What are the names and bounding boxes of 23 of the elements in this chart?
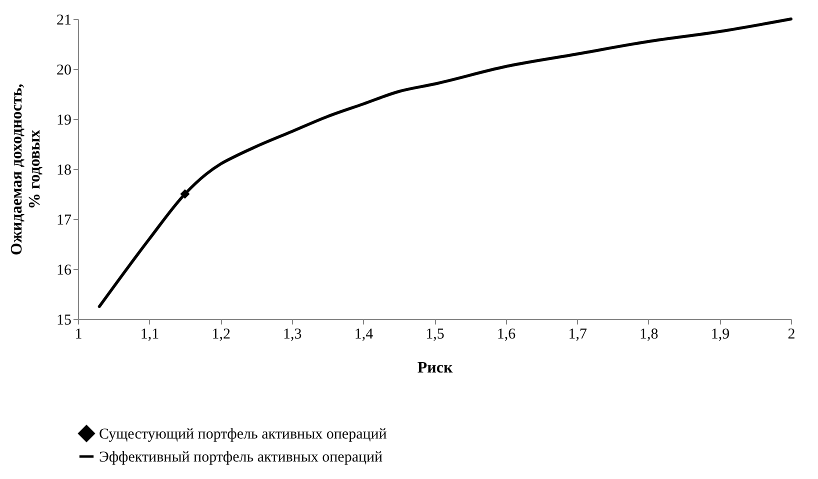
y-tick-label: 20	[56, 62, 72, 78]
y-axis-title: Ожидаемая доходность, % годовых	[8, 84, 44, 256]
x-tick-label: 1,1	[140, 326, 160, 342]
y-tick-label: 15	[56, 312, 72, 328]
x-tick-label: 1,2	[212, 326, 230, 342]
x-tick-label: 1,9	[710, 326, 730, 342]
x-tick-label: 1,7	[568, 326, 588, 342]
legend-label: Сущестующий портфель активных операций	[99, 426, 387, 442]
legend-label: Эффективный портфель активных операций	[99, 450, 383, 466]
x-tick-label: 1	[74, 326, 82, 342]
y-tick-label: 19	[56, 112, 72, 128]
y-tick-label: 16	[56, 262, 72, 278]
y-tick-label: 21	[56, 12, 72, 28]
line-series	[98, 18, 792, 308]
x-tick-label: 1,4	[354, 326, 374, 342]
y-tick-label: 17	[56, 212, 72, 228]
x-tick-label: 1,6	[496, 326, 516, 342]
x-tick-label: 1,3	[283, 326, 302, 342]
x-tick-label: 1,5	[426, 326, 444, 342]
x-axis-title: Риск	[417, 360, 454, 376]
x-tick-label: 1,8	[640, 326, 658, 342]
x-tick-label: 2	[788, 326, 796, 342]
y-tick-label: 18	[56, 162, 72, 178]
